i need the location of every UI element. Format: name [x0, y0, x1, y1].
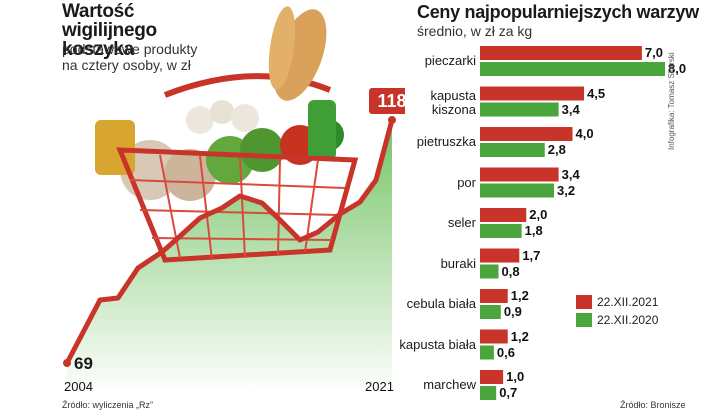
- bar-2020: [480, 183, 554, 198]
- value-label-2021: 3,4: [561, 166, 580, 182]
- category-label: buraki: [440, 255, 476, 271]
- legend-label-2020: 22.XII.2020: [597, 313, 659, 327]
- year-end-label: 2021: [365, 379, 394, 394]
- value-label-2020: 0,9: [503, 304, 522, 319]
- end-value-badge: 118: [369, 88, 405, 114]
- category-label: kapusta kiszona: [430, 87, 476, 117]
- category-label: kapusta biała: [399, 336, 476, 352]
- value-label-2020: 1,8: [524, 223, 543, 238]
- value-label-2020: 0,8: [501, 263, 520, 279]
- bar-2021: [480, 167, 559, 182]
- bar-2020: [480, 102, 559, 117]
- basket-source: Źródło: wyliczenia „Rz”: [62, 400, 154, 410]
- value-label-2021: 7,0: [644, 45, 663, 60]
- bar-2020: [480, 386, 497, 400]
- value-label-2021: 1,7: [522, 247, 541, 263]
- legend-swatch-2020: [576, 313, 592, 327]
- bar-2021: [480, 46, 642, 60]
- vegetables-subtitle: średnio, w zł za kg: [417, 23, 533, 39]
- value-label-2021: 1,0: [506, 369, 525, 384]
- category-label: por: [457, 174, 476, 190]
- end-point: [388, 116, 396, 124]
- value-label-2020: 3,2: [557, 182, 576, 198]
- value-label-2020: 3,4: [561, 101, 580, 117]
- value-label-2021: 1,2: [510, 328, 529, 344]
- bar-2020: [480, 264, 499, 279]
- start-point: [63, 359, 71, 367]
- year-start-label: 2004: [64, 379, 93, 394]
- value-label-2021: 1,2: [510, 288, 529, 303]
- infographic-credit: Infografika: Tomasz Sitarski: [667, 52, 676, 150]
- value-label-2020: 8,0: [668, 61, 687, 76]
- category-label: pieczarki: [424, 53, 476, 68]
- basket-subtitle-line1: podstawowe produkty: [62, 41, 198, 57]
- value-label-2020: 0,7: [499, 385, 518, 400]
- bar-2021: [480, 329, 508, 344]
- bar-2021: [480, 86, 585, 101]
- bar-2020: [480, 345, 494, 360]
- basket-value-line: [64, 119, 395, 365]
- basket-value-panel: Wartość wigilijnego koszyka podstawowe p…: [62, 1, 405, 410]
- category-label: pietruszka: [416, 134, 476, 149]
- vegetables-source: Źródło: Bronisze: [620, 400, 686, 410]
- vegetables-title: Ceny najpopularniejszych warzyw: [417, 2, 699, 22]
- basket-area-chart: [63, 6, 396, 395]
- value-label-2021: 4,0: [575, 126, 594, 141]
- bar-2020: [480, 62, 665, 76]
- category-label: cebula biała: [406, 296, 476, 311]
- bar-2021: [480, 289, 508, 303]
- legend-swatch-2021: [576, 295, 592, 309]
- category-label: marchew: [423, 377, 476, 392]
- value-label-2021: 2,0: [529, 207, 548, 222]
- basket-subtitle-line2: na cztery osoby, w zł: [62, 57, 191, 73]
- basket-illustration: [95, 6, 359, 263]
- bar-2020: [480, 224, 522, 238]
- bar-2021: [480, 208, 527, 222]
- bar-2020: [480, 143, 545, 157]
- value-label-2020: 2,8: [547, 142, 566, 157]
- bar-2021: [480, 248, 520, 263]
- basket-title: Wartość wigilijnego koszyka: [62, 1, 157, 60]
- value-label-2021: 4,5: [587, 85, 606, 101]
- legend-label-2021: 22.XII.2021: [597, 295, 659, 309]
- start-value-label: 69: [74, 354, 93, 373]
- basket-subtitle: podstawowe produkty na cztery osoby, w z…: [62, 41, 197, 73]
- category-label: seler: [447, 215, 476, 230]
- bar-2021: [480, 370, 504, 384]
- bar-2021: [480, 127, 573, 141]
- value-label-2020: 0,6: [496, 344, 515, 360]
- bar-2020: [480, 305, 501, 319]
